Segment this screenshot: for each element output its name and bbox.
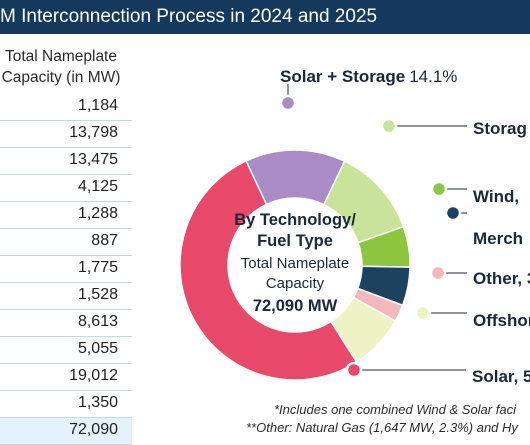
slice-label-name: Storag [473, 119, 527, 138]
center-subtitle-line2: Capacity [266, 275, 325, 292]
slice-label: Other, 3 [473, 269, 530, 288]
donut-slice [179, 159, 358, 381]
capacity-value: 4,125 [77, 178, 118, 195]
label-marker [430, 180, 448, 198]
slice-label: Wind, [473, 187, 519, 206]
column-header-line1: Total Nameplate [4, 48, 117, 65]
title-bar: M Interconnection Process in 2024 and 20… [0, 0, 530, 34]
table-row: 1,350 [0, 391, 132, 418]
table-row: 1,528 [0, 283, 132, 310]
table-row: 4,125 [0, 175, 132, 202]
slice-label-name: Offshor [473, 311, 530, 330]
capacity-value: 13,798 [69, 124, 118, 141]
footnote-1: *Includes one combined Wind & Solar faci [274, 402, 516, 417]
slice-label-value: 14.1% [409, 67, 457, 86]
column-header-line2: Capacity (in MW) [1, 69, 121, 86]
center-subtitle-line1: Total Nameplate [241, 255, 349, 272]
slice-label: Solar, 5 [472, 367, 530, 386]
capacity-table: 1,184 13,798 13,475 4,125 1,288 887 1,775 1,528… [0, 94, 132, 445]
capacity-value: 887 [91, 232, 118, 249]
table-row: 8,613 [0, 310, 132, 337]
label-marker [414, 304, 432, 322]
label-marker [380, 117, 398, 135]
slice-label-name: Solar + Storage [280, 67, 405, 86]
table-row: 1,288 [0, 202, 132, 229]
footnote-2: **Other: Natural Gas (1,647 MW, 2.3%) an… [246, 420, 518, 435]
capacity-value: 1,288 [77, 205, 118, 222]
slice-label: Storag [473, 119, 527, 138]
capacity-value: 8,613 [77, 313, 118, 330]
slice-label-name: Solar, 5 [472, 367, 530, 386]
label-marker [279, 94, 297, 112]
slice-label: Merch [473, 229, 523, 248]
label-marker [429, 264, 447, 282]
slice-label-name: Merch [473, 229, 523, 248]
table-column-header: Total Nameplate Capacity (in MW) [0, 46, 124, 88]
capacity-value: 19,012 [69, 367, 118, 384]
slice-label-name: Other, 3 [473, 269, 530, 288]
table-row: 1,184 [0, 94, 132, 121]
label-marker [444, 204, 462, 222]
table-row: 1,775 [0, 256, 132, 283]
center-title-line1: By Technology/ [234, 211, 356, 229]
slice-label: Offshor [473, 311, 530, 330]
slice-label: Solar + Storage 14.1% [280, 67, 457, 86]
table-total-row: 72,090 [0, 418, 132, 445]
capacity-value: 13,475 [69, 151, 118, 168]
label-connectors [279, 84, 467, 379]
page-title: M Interconnection Process in 2024 and 20… [0, 6, 378, 27]
slice-labels: Solar + Storage 14.1% Storag Wind, Merch Othe… [280, 67, 530, 386]
center-total: 72,090 MW [253, 297, 338, 315]
table-row: 13,475 [0, 148, 132, 175]
capacity-value: 1,350 [77, 394, 118, 411]
table-row: 19,012 [0, 364, 132, 391]
table-row: 5,055 [0, 337, 132, 364]
table-row: 887 [0, 229, 132, 256]
capacity-value: 1,184 [77, 97, 118, 114]
donut-slices [179, 149, 411, 381]
center-title-line2: Fuel Type [257, 232, 333, 250]
capacity-total: 72,090 [69, 421, 118, 438]
capacity-value: 5,055 [77, 340, 118, 357]
capacity-value: 1,528 [77, 286, 118, 303]
capacity-value: 1,775 [77, 259, 118, 276]
slice-label-name: Wind, [473, 187, 519, 206]
label-marker [345, 361, 363, 379]
table-row: 13,798 [0, 121, 132, 148]
